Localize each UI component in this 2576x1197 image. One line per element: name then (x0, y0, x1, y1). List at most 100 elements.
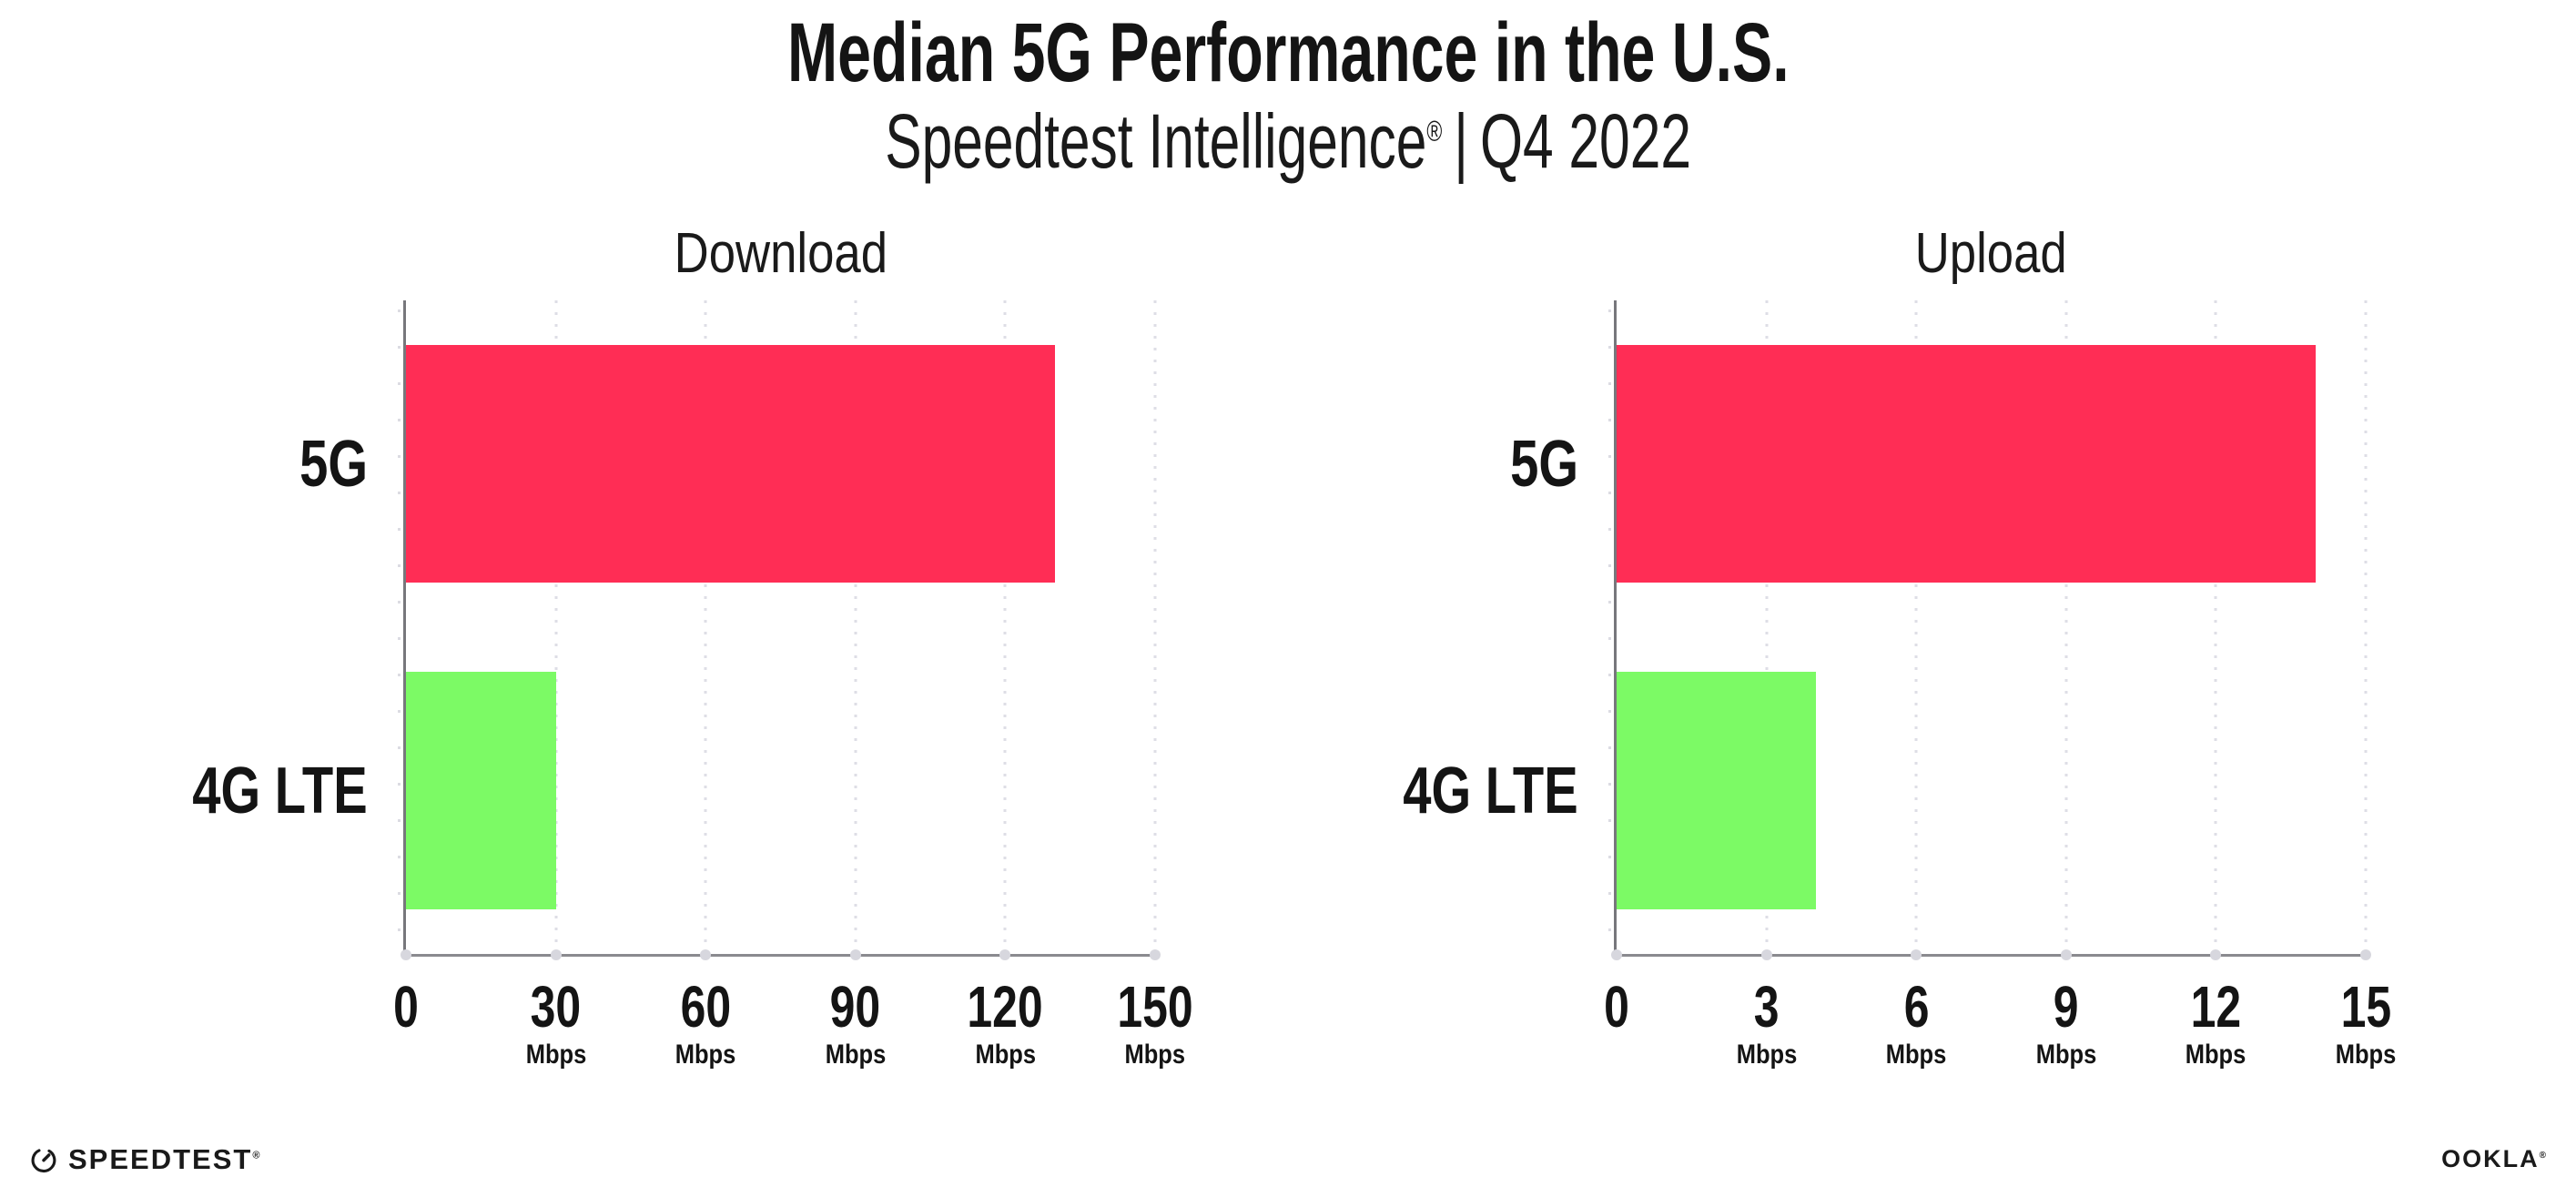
ookla-registered-mark: ® (2539, 1151, 2546, 1161)
footer: SPEEDTEST® OOKLA® (0, 1124, 2576, 1197)
x-axis-tick-dot (700, 949, 712, 960)
gridline-9 (2064, 300, 2068, 954)
subtitle-brand: Speedtest Intelligence (885, 97, 1427, 184)
bar-5g (406, 345, 1056, 583)
gridline-12 (2214, 300, 2217, 954)
registered-mark: ® (1426, 114, 1443, 147)
x-tick-label-90: 90 Mbps (820, 978, 891, 1069)
gridline-3 (1765, 300, 1769, 954)
bar-4g-lte (1617, 672, 1817, 909)
x-tick-value: 150 (1117, 974, 1193, 1040)
category-label-5g: 5G (280, 431, 368, 497)
upload-chart-title: Upload (1617, 206, 2366, 300)
category-label-4g-lte: 4G LTE (1354, 758, 1578, 824)
upload-chart: Upload 0 3 Mbps 6 Mbps 9 Mbps 12 Mbps 15 Mbps 5G 4G … (1404, 206, 2397, 1069)
bar-5g (1617, 345, 2317, 583)
x-tick-unit: Mbps (1736, 1040, 1797, 1070)
download-plot-area: 0 30 Mbps 60 Mbps 90 Mbps 120 Mbps 150 Mbps 5G 4G LT… (193, 300, 1193, 1069)
gridline-90 (854, 300, 857, 954)
category-label-text: 5G (299, 427, 368, 501)
x-axis-tick-dot (849, 949, 861, 960)
speedtest-wordmark-text: SPEEDTEST (68, 1143, 253, 1175)
x-tick-value: 3 (1753, 974, 1780, 1040)
x-axis-tick-dot (1611, 949, 1622, 960)
x-tick-value: 30 (530, 974, 582, 1040)
x-tick-value: 60 (680, 974, 731, 1040)
x-tick-value: 9 (2053, 974, 2079, 1040)
bar-4g-lte (406, 672, 556, 909)
x-tick-value: 12 (2190, 974, 2242, 1040)
x-tick-unit: Mbps (525, 1040, 586, 1070)
gridline-30 (554, 300, 558, 954)
x-axis-tick-dot (2210, 949, 2222, 960)
subtitle-separator: | (1454, 97, 1468, 184)
category-label-text: 4G LTE (192, 754, 368, 827)
x-tick-unit: Mbps (674, 1040, 736, 1070)
y-axis-minor-ticks (1608, 309, 1611, 954)
ookla-logo: OOKLA® (2441, 1147, 2546, 1172)
x-axis-tick-dot (1760, 949, 1772, 960)
download-chart-title-text: Download (674, 221, 887, 285)
x-axis-line (1614, 954, 2366, 957)
x-axis-tick-dot (1150, 949, 1161, 960)
x-tick-value: 0 (393, 974, 419, 1040)
ookla-wordmark-text: OOKLA (2441, 1145, 2540, 1172)
x-tick-label-0: 0 (1600, 978, 1633, 1036)
y-axis-line (403, 300, 406, 954)
x-tick-unit: Mbps (1124, 1040, 1186, 1070)
x-tick-value: 6 (1903, 974, 1930, 1040)
x-tick-label-6: 6 Mbps (1881, 978, 1952, 1069)
x-tick-label-9: 9 Mbps (2031, 978, 2102, 1069)
y-axis-minor-ticks (398, 309, 401, 954)
x-tick-value: 0 (1604, 974, 1629, 1040)
x-axis-line (403, 954, 1155, 957)
x-tick-label-150: 150 Mbps (1107, 978, 1204, 1069)
x-axis-tick-dot (999, 949, 1011, 960)
upload-plot-area: 0 3 Mbps 6 Mbps 9 Mbps 12 Mbps 15 Mbps 5G 4G LTE (1404, 300, 2396, 1069)
x-tick-label-15: 15 Mbps (2330, 978, 2401, 1069)
x-tick-label-3: 3 Mbps (1730, 978, 1801, 1069)
gridline-120 (1003, 300, 1007, 954)
page-title-text: Median 5G Performance in the U.S. (786, 6, 1790, 99)
x-tick-label-120: 120 Mbps (957, 978, 1054, 1069)
x-tick-value: 120 (967, 974, 1044, 1040)
x-tick-label-0: 0 (390, 978, 422, 1036)
subtitle-period: Q4 2022 (1479, 97, 1691, 184)
x-tick-unit: Mbps (2335, 1040, 2397, 1070)
x-axis-tick-dot (2060, 949, 2072, 960)
x-tick-label-60: 60 Mbps (670, 978, 741, 1069)
speedtest-gauge-icon (30, 1146, 57, 1173)
x-tick-value: 90 (830, 974, 881, 1040)
x-tick-value: 15 (2340, 974, 2391, 1040)
speedtest-registered-mark: ® (252, 1150, 260, 1161)
category-label-4g-lte: 4G LTE (143, 758, 368, 824)
x-tick-unit: Mbps (2186, 1040, 2246, 1070)
x-tick-unit: Mbps (825, 1040, 887, 1070)
speedtest-wordmark: SPEEDTEST® (68, 1145, 259, 1173)
x-tick-unit: Mbps (975, 1040, 1036, 1070)
header: Median 5G Performance in the U.S. Speedt… (0, 0, 2576, 179)
download-chart: Download 0 30 Mbps 60 Mbps 90 Mbps 120 Mbps 150 Mb… (193, 206, 1193, 1069)
y-axis-line (1614, 300, 1617, 954)
category-label-text: 5G (1510, 427, 1578, 501)
x-axis-tick-dot (2360, 949, 2371, 960)
page-subtitle-text: Speedtest Intelligence® | Q4 2022 (885, 103, 1691, 179)
x-axis-tick-dot (550, 949, 562, 960)
x-tick-unit: Mbps (2035, 1040, 2097, 1070)
x-axis-tick-dot (401, 949, 411, 960)
download-chart-title: Download (406, 206, 1155, 300)
page-title: Median 5G Performance in the U.S. (0, 9, 2576, 97)
speedtest-logo: SPEEDTEST® (30, 1145, 259, 1173)
x-tick-label-30: 30 Mbps (520, 978, 591, 1069)
x-tick-label-12: 12 Mbps (2180, 978, 2251, 1069)
upload-chart-title-text: Upload (1914, 221, 2067, 285)
category-label-text: 4G LTE (1403, 754, 1578, 827)
gridline-60 (704, 300, 707, 954)
gridline-150 (1153, 300, 1157, 954)
gridline-6 (1914, 300, 1918, 954)
x-tick-unit: Mbps (1885, 1040, 1947, 1070)
page-subtitle: Speedtest Intelligence® | Q4 2022 (0, 103, 2576, 179)
gridline-15 (2364, 300, 2368, 954)
x-axis-tick-dot (1911, 949, 1922, 960)
